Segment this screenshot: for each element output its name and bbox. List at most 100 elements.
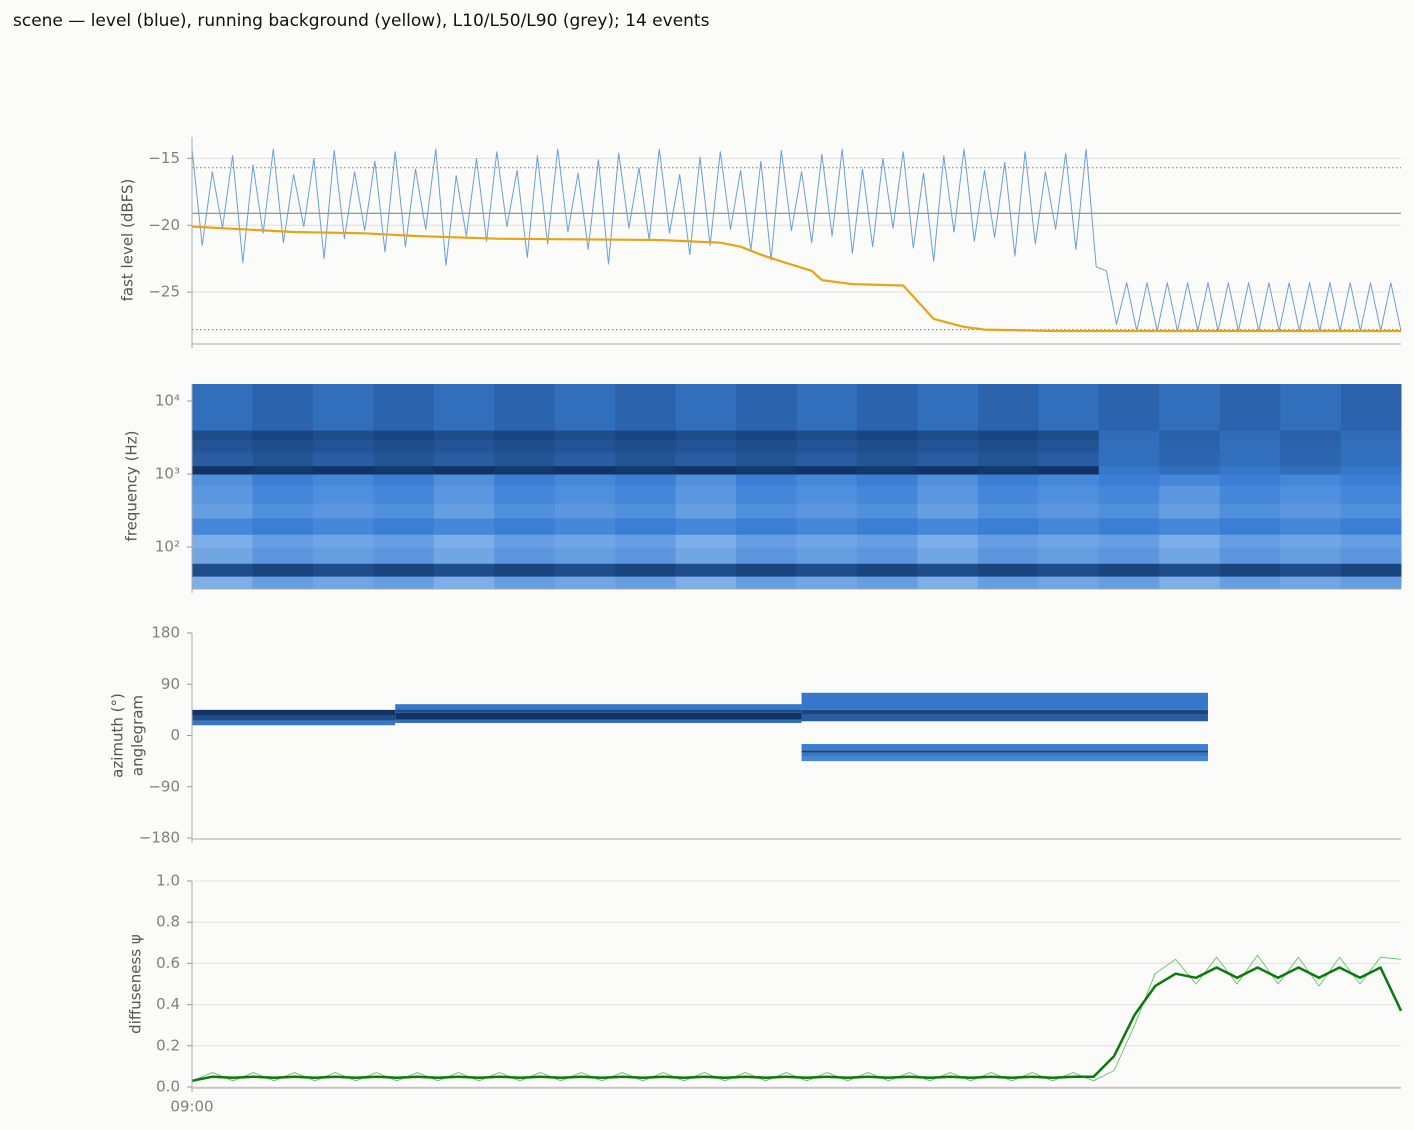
spectrogram-cell — [554, 430, 616, 440]
spectrogram-cell — [192, 518, 253, 535]
anglegram-cell — [192, 715, 396, 721]
spectrogram-cell — [433, 534, 495, 548]
spectrogram-cell — [312, 563, 374, 577]
spectrogram-cell — [917, 474, 979, 486]
anglegram-cell — [801, 692, 1208, 710]
spectrogram-cell — [736, 465, 797, 475]
spectrogram-cell — [494, 485, 556, 504]
spectrogram-cell — [1340, 452, 1402, 467]
spectrogram-cell — [917, 430, 979, 440]
spectrogram-cell — [1038, 430, 1100, 440]
spectrogram-cell — [312, 384, 374, 431]
spectrogram-cell — [433, 503, 495, 519]
anglegram-cell — [801, 750, 1208, 753]
spectrogram-cell — [977, 452, 1039, 467]
spectrogram-cell — [917, 452, 979, 467]
spectrogram-cell — [1098, 485, 1160, 504]
spectrogram-cell — [796, 576, 858, 589]
spectrogram-cell — [1280, 576, 1342, 589]
spectrogram-cell — [1159, 576, 1221, 589]
spectrogram-cell — [1340, 485, 1402, 504]
spectrogram-cell — [433, 563, 495, 577]
spectrogram-cell — [252, 474, 314, 486]
spectrogram-cell — [1038, 465, 1100, 475]
spectrogram-cell — [736, 563, 797, 577]
spectrogram-cell — [736, 534, 797, 548]
spectrogram-cell — [977, 563, 1039, 577]
spectrogram-cell — [1219, 534, 1281, 548]
spectrogram-cell — [373, 518, 435, 535]
spectrogram-cell — [494, 474, 556, 486]
y-tick-label: 0.4 — [156, 995, 180, 1013]
spectrogram-cell — [796, 485, 858, 504]
anglegram-cell — [801, 744, 1208, 751]
spectrogram-cell — [252, 439, 314, 453]
spectrogram-cell — [615, 430, 677, 440]
spectrogram-cell — [373, 576, 435, 589]
spectrogram-cell — [675, 563, 737, 577]
spectrogram-cell — [252, 430, 314, 440]
y-tick-label: 0 — [170, 726, 180, 744]
spectrogram-cell — [312, 503, 374, 519]
spectrogram-cell — [1280, 485, 1342, 504]
y-axis-label: azimuth (°) — [109, 693, 127, 778]
spectrogram-cell — [917, 503, 979, 519]
y-tick-label: −90 — [148, 777, 180, 795]
spectrogram-cell — [856, 503, 918, 519]
spectrogram-cell — [1098, 518, 1160, 535]
spectrogram-cell — [252, 576, 314, 589]
spectrogram-cell — [796, 518, 858, 535]
series-line — [191, 966, 1403, 1083]
spectrogram-cell — [736, 430, 797, 440]
spectrogram-cell — [312, 439, 374, 453]
spectrogram-cell — [977, 384, 1039, 431]
spectrogram-cell — [554, 452, 616, 467]
spectrogram-cell — [615, 452, 677, 467]
spectrogram-cell — [856, 563, 918, 577]
spectrogram-cell — [675, 503, 737, 519]
spectrogram-cell — [615, 384, 677, 431]
spectrogram-cell — [554, 576, 616, 589]
spectrogram-cell — [675, 439, 737, 453]
spectrogram-cell — [1038, 518, 1100, 535]
spectrogram-cell — [1098, 547, 1160, 564]
spectrogram-cell — [917, 547, 979, 564]
spectrogram-cell — [736, 518, 797, 535]
spectrogram-cell — [675, 547, 737, 564]
spectrogram-cell — [977, 439, 1039, 453]
spectrogram-cell — [554, 518, 616, 535]
spectrogram-cell — [554, 439, 616, 453]
spectrogram-cell — [252, 384, 314, 431]
spectrogram-cell — [494, 534, 556, 548]
spectrogram-cell — [1340, 430, 1402, 440]
spectrogram-cell — [736, 384, 797, 431]
spectrogram-cell — [977, 547, 1039, 564]
spectrogram-cell — [494, 563, 556, 577]
spectrogram-cell — [1038, 503, 1100, 519]
spectrogram-cell — [796, 384, 858, 431]
spectrogram-cell — [433, 485, 495, 504]
spectrogram-cell — [1219, 439, 1281, 453]
spectrogram-cell — [1159, 384, 1221, 431]
spectrogram-cell — [977, 576, 1039, 589]
spectrogram-cell — [1159, 430, 1221, 440]
spectrogram-cell — [615, 547, 677, 564]
spectrogram-cell — [312, 485, 374, 504]
spectrogram-cell — [796, 547, 858, 564]
spectrogram-cell — [1038, 485, 1100, 504]
y-tick-label: 0.2 — [156, 1036, 180, 1054]
spectrogram-cell — [615, 518, 677, 535]
spectrogram-cell — [615, 503, 677, 519]
spectrogram-cell — [373, 452, 435, 467]
spectrogram-cell — [373, 547, 435, 564]
spectrogram-cell — [856, 534, 918, 548]
series-line — [191, 148, 1402, 332]
spectrogram-cell — [252, 547, 314, 564]
spectrogram-cell — [615, 439, 677, 453]
spectrogram-cell — [312, 534, 374, 548]
spectrogram-cell — [554, 474, 616, 486]
spectrogram-cell — [856, 485, 918, 504]
spectrogram-cell — [312, 430, 374, 440]
series-line — [191, 954, 1402, 1082]
